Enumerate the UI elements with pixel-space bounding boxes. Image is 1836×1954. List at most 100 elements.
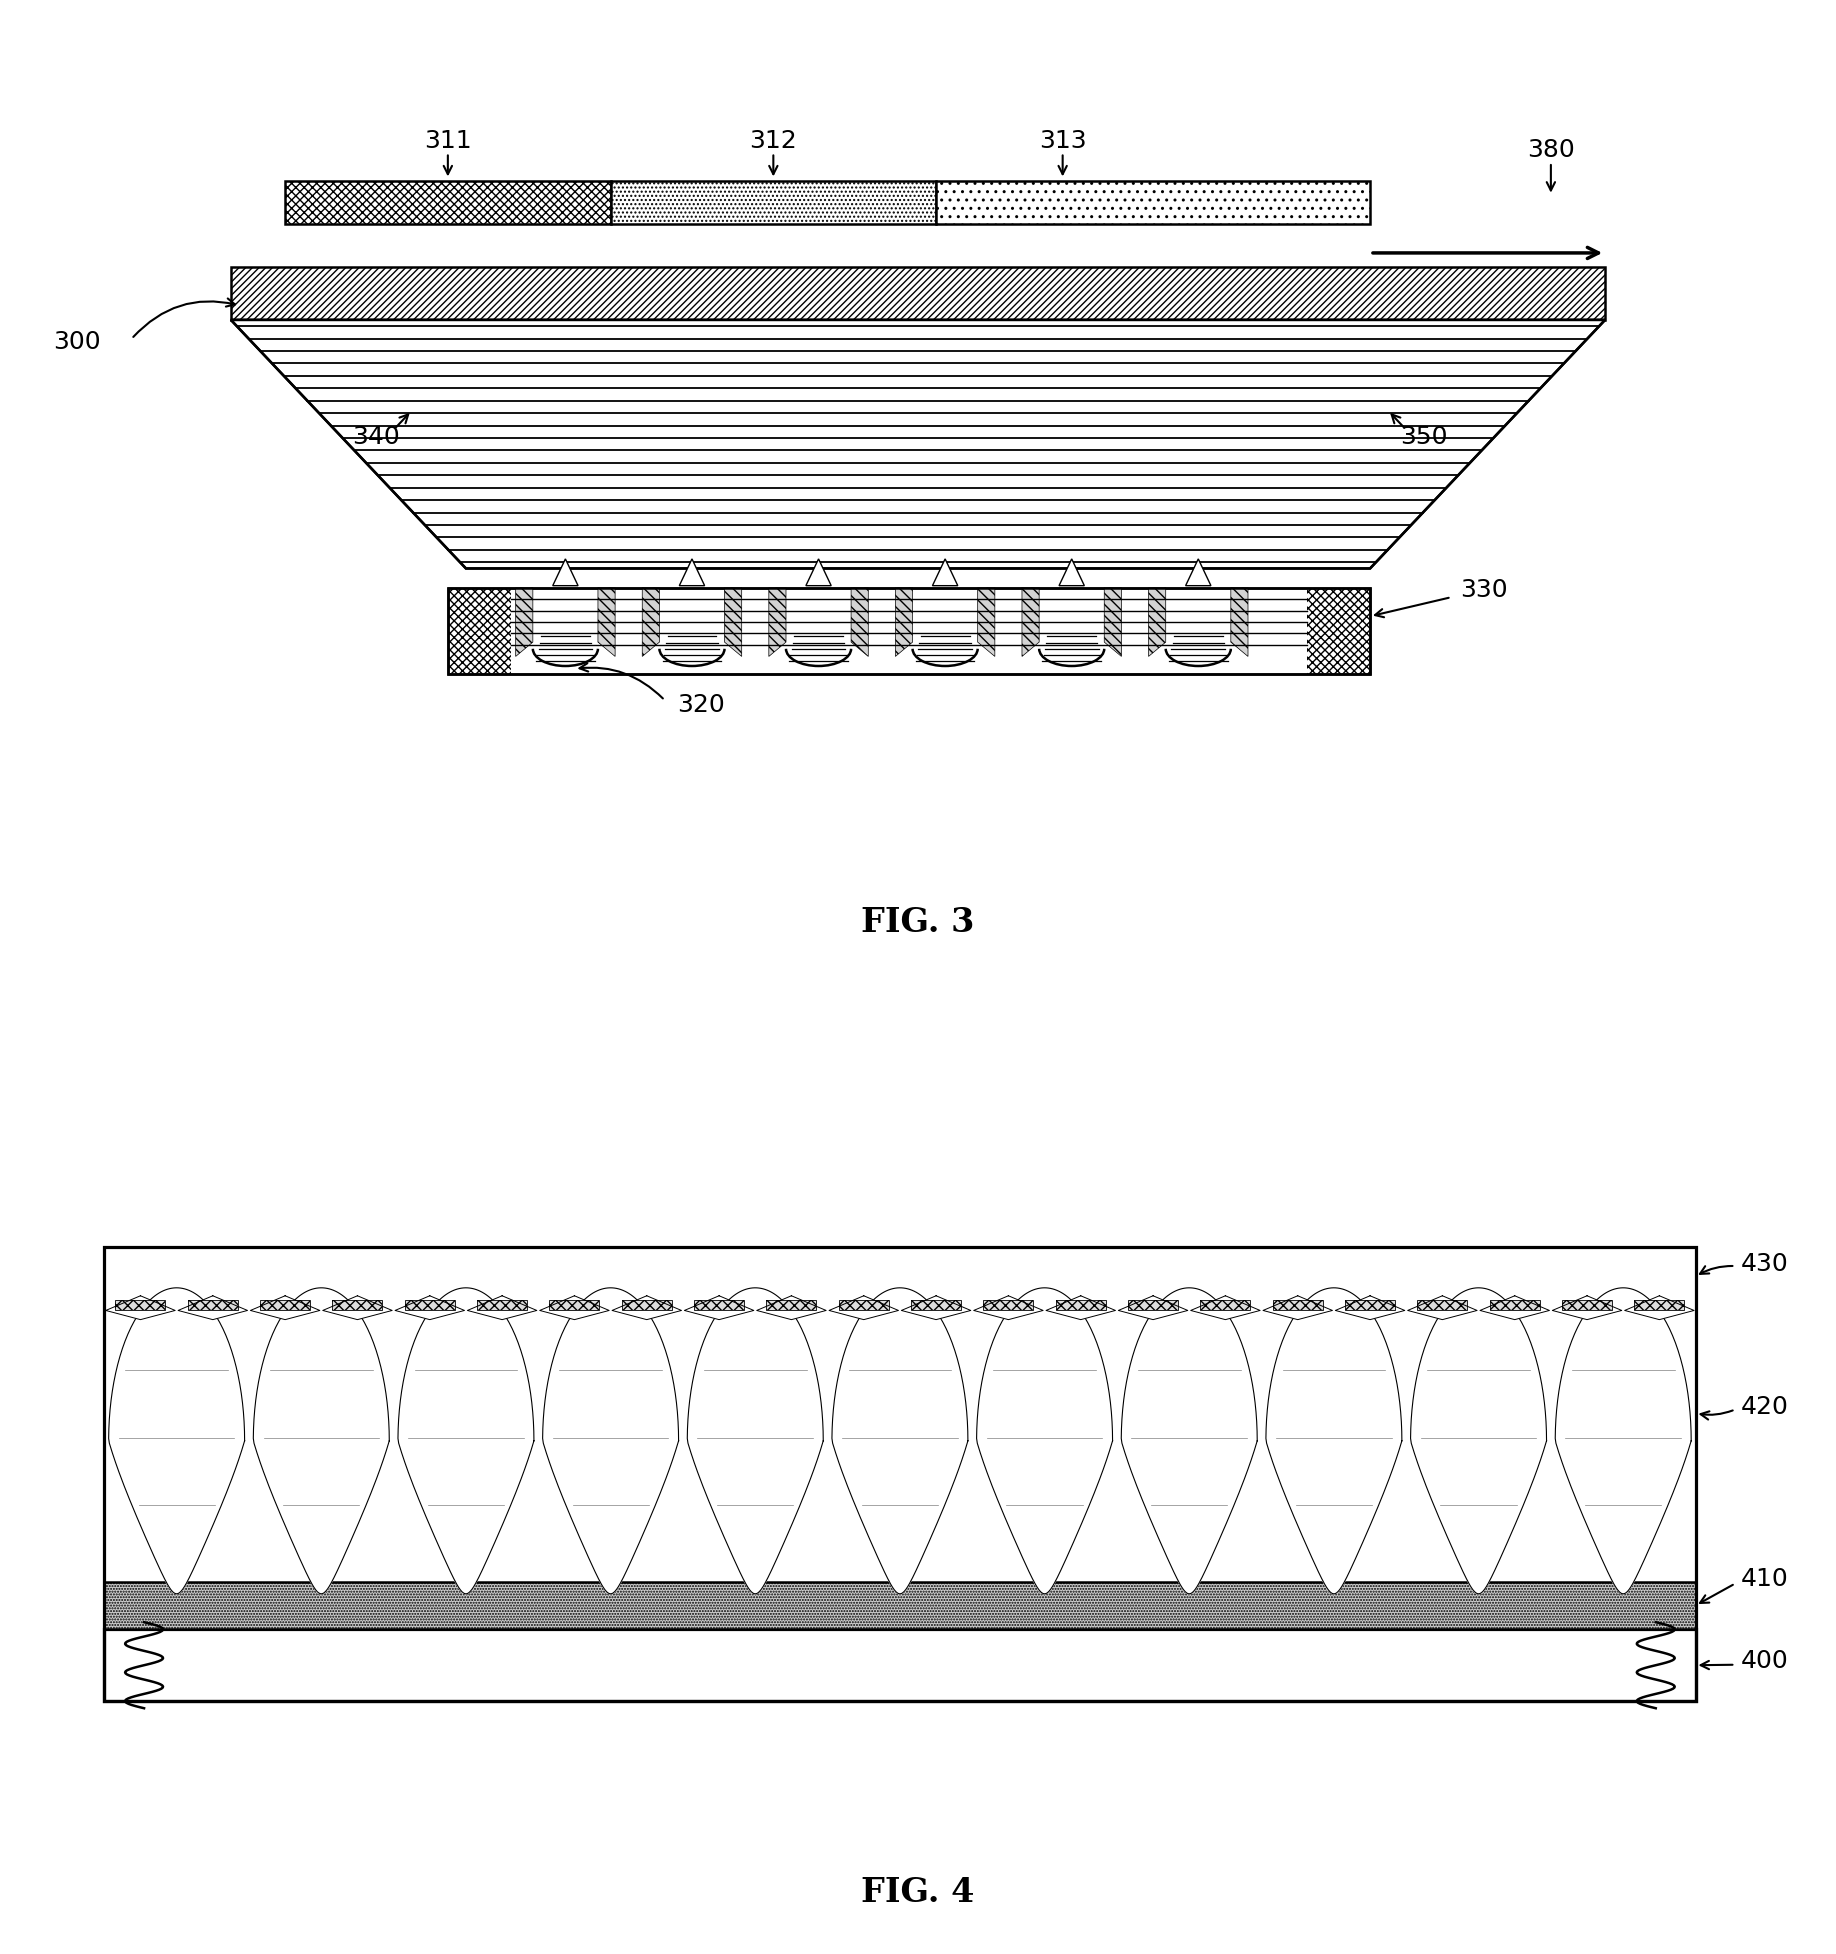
Polygon shape xyxy=(1122,1288,1258,1594)
Text: 410: 410 xyxy=(1741,1567,1788,1591)
Polygon shape xyxy=(553,559,578,586)
Bar xyxy=(1562,1299,1612,1311)
Polygon shape xyxy=(1408,1296,1478,1319)
Polygon shape xyxy=(933,559,958,586)
Polygon shape xyxy=(1551,1296,1621,1319)
Polygon shape xyxy=(1059,559,1085,586)
Bar xyxy=(285,182,611,225)
Polygon shape xyxy=(1192,1296,1259,1319)
Bar xyxy=(766,1299,817,1311)
Text: 350: 350 xyxy=(1401,426,1449,449)
Polygon shape xyxy=(1103,588,1122,657)
Bar xyxy=(261,1299,310,1311)
Bar xyxy=(1127,1299,1179,1311)
Polygon shape xyxy=(398,1288,534,1594)
Polygon shape xyxy=(250,1296,319,1319)
Bar xyxy=(1056,1299,1105,1311)
Polygon shape xyxy=(611,1296,681,1319)
Bar xyxy=(839,1299,889,1311)
Text: 312: 312 xyxy=(749,129,797,152)
Bar xyxy=(105,1581,1695,1630)
Polygon shape xyxy=(253,1288,389,1594)
Bar xyxy=(1307,588,1370,674)
Bar xyxy=(1127,1299,1179,1311)
Polygon shape xyxy=(756,1296,826,1319)
Polygon shape xyxy=(108,1288,244,1594)
Polygon shape xyxy=(599,588,615,657)
Text: 330: 330 xyxy=(1460,578,1507,602)
Polygon shape xyxy=(679,559,705,586)
Bar xyxy=(404,1299,455,1311)
Bar xyxy=(622,1299,672,1311)
Polygon shape xyxy=(516,588,532,657)
Text: 300: 300 xyxy=(53,330,101,354)
Polygon shape xyxy=(806,559,832,586)
Bar xyxy=(1201,1299,1250,1311)
Bar xyxy=(448,588,1370,674)
Polygon shape xyxy=(1410,1288,1546,1594)
Polygon shape xyxy=(852,588,868,657)
Polygon shape xyxy=(1118,1296,1188,1319)
Polygon shape xyxy=(178,1296,248,1319)
Polygon shape xyxy=(830,1296,898,1319)
Bar xyxy=(1201,1299,1250,1311)
Bar xyxy=(549,1299,599,1311)
Polygon shape xyxy=(540,1296,610,1319)
Bar xyxy=(1562,1299,1612,1311)
Bar xyxy=(1634,1299,1684,1311)
Bar xyxy=(1346,1299,1395,1311)
Bar xyxy=(116,1299,165,1311)
Polygon shape xyxy=(769,588,786,657)
Text: 320: 320 xyxy=(677,694,725,717)
Text: 400: 400 xyxy=(1741,1649,1788,1673)
Bar xyxy=(1489,1299,1540,1311)
Polygon shape xyxy=(1023,588,1039,657)
Text: 311: 311 xyxy=(424,129,472,152)
Polygon shape xyxy=(977,1288,1113,1594)
Text: FIG. 3: FIG. 3 xyxy=(861,907,975,938)
Polygon shape xyxy=(685,1296,755,1319)
Bar xyxy=(1056,1299,1105,1311)
Polygon shape xyxy=(725,588,742,657)
Bar xyxy=(1489,1299,1540,1311)
Polygon shape xyxy=(1263,1296,1333,1319)
Bar xyxy=(1417,1299,1467,1311)
Polygon shape xyxy=(231,320,1605,569)
Polygon shape xyxy=(106,1296,174,1319)
Text: 380: 380 xyxy=(1528,139,1575,162)
Polygon shape xyxy=(973,1296,1043,1319)
Bar xyxy=(448,588,1370,674)
Bar xyxy=(332,1299,382,1311)
Polygon shape xyxy=(979,588,995,657)
Polygon shape xyxy=(1149,588,1166,657)
Text: 340: 340 xyxy=(353,426,400,449)
Bar xyxy=(261,1299,310,1311)
Bar xyxy=(549,1299,599,1311)
Bar xyxy=(984,1299,1034,1311)
Polygon shape xyxy=(1265,1288,1403,1594)
Bar xyxy=(477,1299,527,1311)
Polygon shape xyxy=(832,1288,968,1594)
Polygon shape xyxy=(901,1296,971,1319)
Bar xyxy=(1634,1299,1684,1311)
Bar xyxy=(1346,1299,1395,1311)
Bar xyxy=(611,182,936,225)
Polygon shape xyxy=(687,1288,823,1594)
Bar xyxy=(936,182,1370,225)
Polygon shape xyxy=(395,1296,465,1319)
Bar xyxy=(694,1299,744,1311)
Polygon shape xyxy=(1335,1296,1405,1319)
Text: 420: 420 xyxy=(1741,1395,1788,1419)
Bar xyxy=(105,1630,1695,1702)
Bar xyxy=(911,1299,960,1311)
Bar xyxy=(404,1299,455,1311)
Polygon shape xyxy=(1625,1296,1695,1319)
Bar xyxy=(984,1299,1034,1311)
Polygon shape xyxy=(1047,1296,1116,1319)
Polygon shape xyxy=(1555,1288,1691,1594)
Polygon shape xyxy=(1230,588,1248,657)
Bar xyxy=(187,1299,239,1311)
Bar xyxy=(332,1299,382,1311)
Bar xyxy=(231,268,1605,320)
Bar xyxy=(1272,1299,1322,1311)
